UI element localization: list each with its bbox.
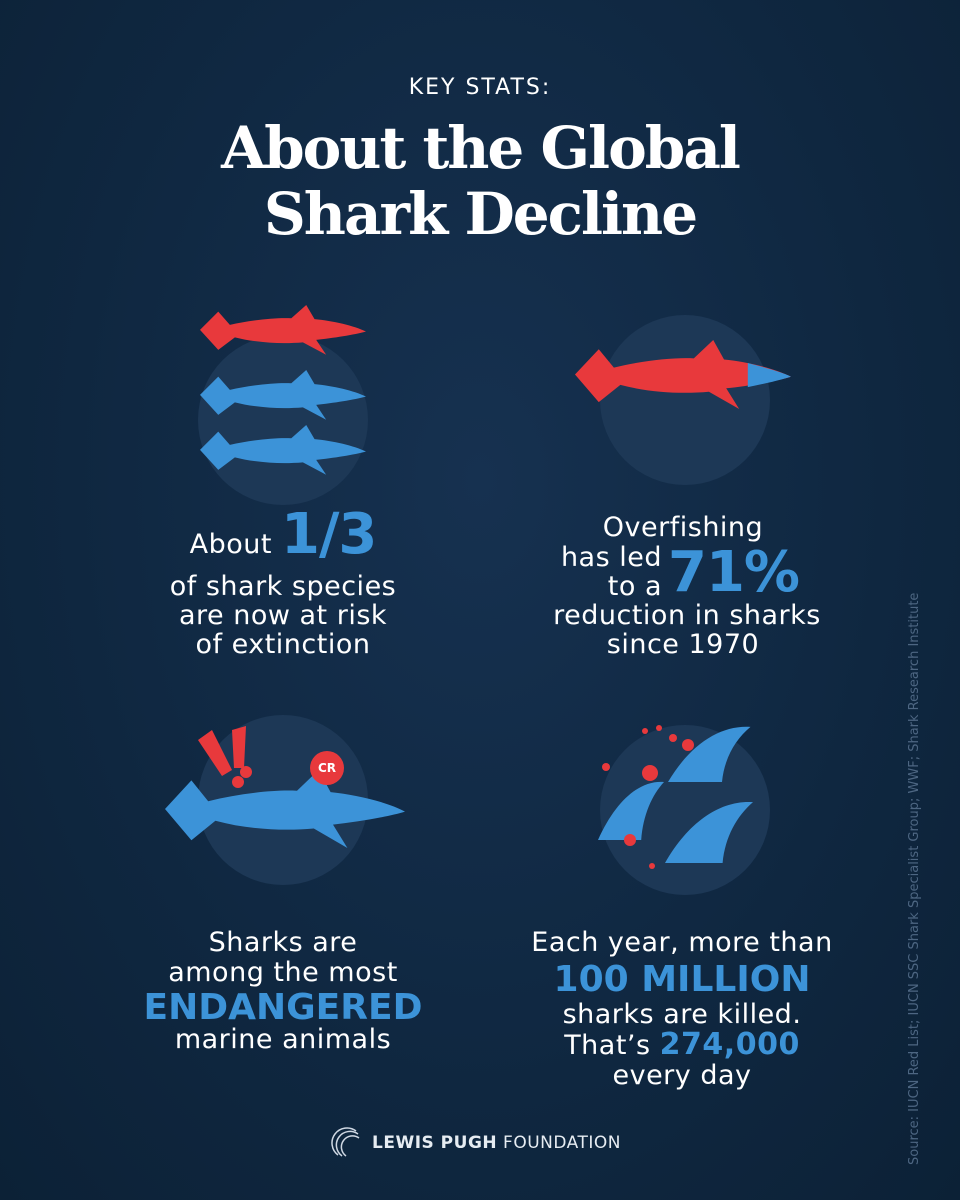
brand: LEWIS PUGH FOUNDATION	[372, 1133, 621, 1153]
stat-line: to a	[607, 571, 662, 602]
stat-line: reduction in sharks	[553, 600, 821, 631]
stat-line: since 1970	[606, 629, 760, 660]
stat-line: Each year, more than	[531, 927, 833, 958]
shark-71	[575, 340, 791, 409]
brand-rest: FOUNDATION	[503, 1133, 621, 1153]
logo	[331, 1127, 360, 1157]
source: Source: IUCN Red List; IUCN SSC Shark Sp…	[907, 592, 922, 1165]
stat-line: every day	[612, 1060, 752, 1091]
circle	[600, 725, 770, 895]
stat-line: are now at risk	[178, 600, 388, 631]
stat-line: of shark species	[169, 571, 397, 602]
figure: 274,000	[659, 1027, 800, 1062]
figure: 1/3	[281, 502, 377, 567]
title-line: About the Global	[221, 114, 741, 182]
circle	[600, 315, 770, 485]
title-line: Shark Decline	[263, 180, 698, 248]
emphasis: ENDANGERED	[143, 987, 423, 1028]
dot	[240, 766, 252, 778]
badge	[310, 751, 344, 785]
text: That’s	[564, 1030, 651, 1061]
kicker: KEY STATS:	[408, 75, 552, 100]
badge-label: CR	[317, 761, 337, 775]
figure: 71%	[668, 540, 800, 605]
brand-bold: LEWIS PUGH	[372, 1133, 498, 1153]
circle	[198, 335, 368, 505]
stat-line: Sharks are	[208, 927, 358, 958]
stat-line: of extinction	[195, 629, 371, 660]
text: About	[189, 529, 272, 560]
stat-line: Overfishing	[602, 512, 764, 543]
stat-line: has led	[560, 542, 662, 573]
blood	[602, 725, 694, 869]
exclamation	[198, 726, 246, 776]
stat-line: marine animals	[174, 1024, 392, 1055]
dot	[232, 776, 244, 788]
figure: 100 MILLION	[553, 959, 811, 1000]
stat-line: among the most	[168, 957, 398, 988]
stat-line: sharks are killed.	[562, 999, 802, 1030]
stat-line: About 1/3	[189, 507, 378, 563]
stat-line: That’s 274,000	[564, 1030, 800, 1061]
